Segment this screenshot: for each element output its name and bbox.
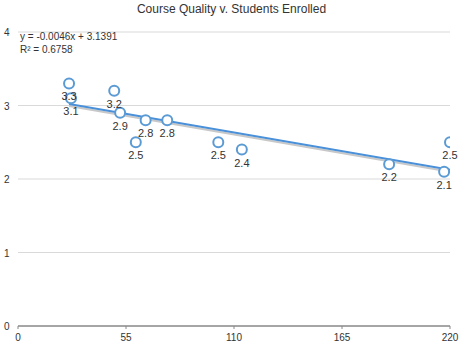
y-tick-label: 0	[4, 321, 10, 332]
x-tick	[234, 326, 235, 329]
point	[64, 78, 74, 88]
data-label: 2.8	[138, 127, 153, 139]
trendline-shadow	[69, 106, 450, 172]
point	[109, 86, 119, 96]
x-tick	[342, 326, 343, 329]
title: Course Quality v. Students Enrolled	[137, 2, 326, 16]
data-label: 3.3	[61, 90, 76, 102]
data-label: 2.2	[381, 171, 396, 183]
trendline	[69, 104, 450, 170]
plot-area	[64, 78, 450, 176]
x-tick	[18, 326, 19, 329]
chart: Course Quality v. Students Enrolled 0 1 2 3 4…	[0, 0, 463, 347]
x-tick-label: 55	[120, 332, 132, 343]
data-label: 2.1	[436, 179, 451, 191]
point	[141, 115, 151, 125]
y-tick-label: 3	[4, 101, 10, 112]
point	[445, 137, 450, 147]
annotation: y = -0.0046x + 3.1391	[20, 31, 118, 42]
data-label: 2.4	[234, 157, 249, 169]
y-tick-label: 1	[4, 248, 10, 259]
x-tick-label: 220	[442, 332, 459, 343]
data-label: 2.5	[128, 149, 143, 161]
x-tick-label: 0	[15, 332, 21, 343]
data-label: 2.8	[160, 127, 175, 139]
data-label: 3.1	[63, 105, 78, 117]
x-tick	[126, 326, 127, 329]
grid-line	[18, 252, 450, 253]
point	[439, 167, 449, 177]
y-tick-label: 2	[4, 174, 10, 185]
x-tick-label: 165	[334, 332, 351, 343]
data-label: 3.2	[107, 98, 122, 110]
point	[384, 159, 394, 169]
data-label: 2.5	[442, 149, 457, 161]
annotation: R² = 0.6758	[20, 44, 73, 55]
point	[237, 145, 247, 155]
x-tick	[450, 326, 451, 329]
data-label: 2.9	[112, 120, 127, 132]
x-tick-label: 110	[226, 332, 242, 343]
data-label: 2.5	[211, 149, 226, 161]
y-tick-label: 4	[4, 27, 10, 38]
point	[162, 115, 172, 125]
point	[213, 137, 223, 147]
